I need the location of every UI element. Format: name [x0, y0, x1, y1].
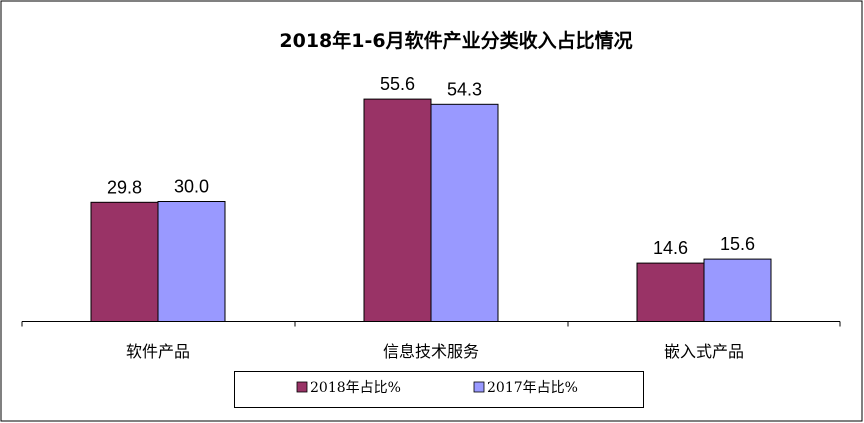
data-label: 30.0: [174, 177, 209, 197]
bar-2018-2: [636, 262, 705, 323]
legend-box: [234, 371, 644, 408]
bar-2018-0: [90, 201, 159, 322]
bar-2017-2: [703, 258, 772, 323]
category-label: 信息技术服务: [383, 342, 479, 361]
data-label: 15.6: [720, 234, 755, 254]
data-label: 14.6: [653, 238, 688, 258]
legend: 2018年占比% 2017年占比%: [234, 371, 644, 408]
bar-2017-1: [430, 103, 499, 322]
data-label: 55.6: [380, 74, 415, 94]
data-label: 54.3: [447, 79, 482, 99]
category-label: 软件产品: [126, 342, 190, 361]
bar-2018-1: [363, 98, 432, 322]
legend-label-2018: 2018年占比%: [310, 380, 401, 396]
legend-swatch-2017: [473, 381, 485, 393]
legend-label-2017: 2017年占比%: [487, 380, 578, 396]
category-labels: 软件产品 信息技术服务 嵌入式产品: [126, 342, 744, 361]
category-label: 嵌入式产品: [664, 342, 744, 361]
chart-title: 2018年1-6月软件产业分类收入占比情况: [279, 29, 632, 52]
data-label: 29.8: [107, 177, 142, 197]
legend-swatch-2018: [296, 381, 308, 393]
bar-2017-0: [157, 201, 226, 322]
